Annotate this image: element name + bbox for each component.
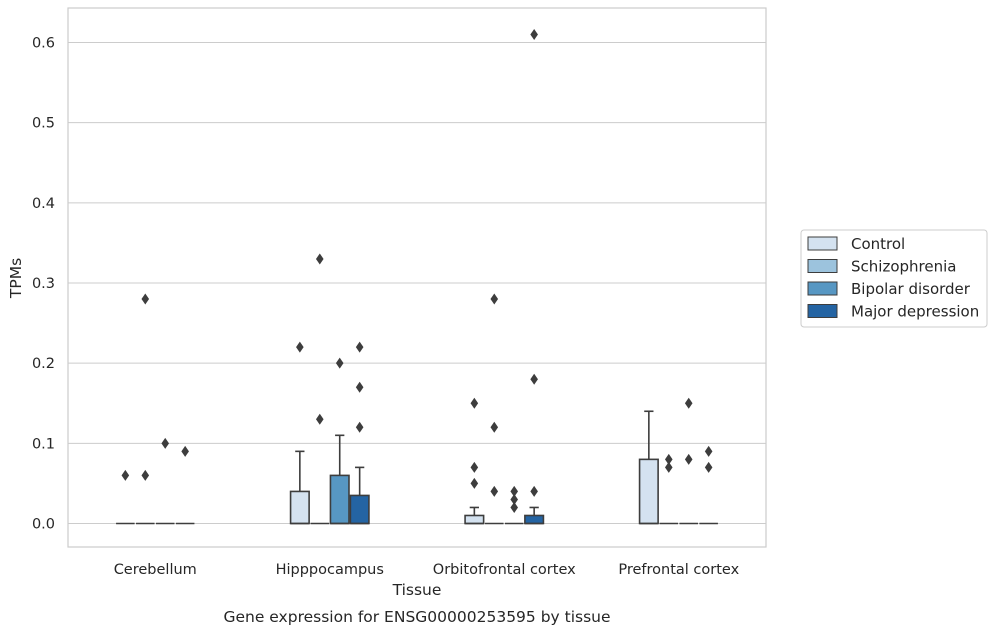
box-body <box>289 490 310 525</box>
box-body <box>464 514 485 525</box>
outlier-point <box>141 293 150 305</box>
y-tick-label: 0.2 <box>32 356 55 372</box>
box-body <box>638 458 659 525</box>
outlier-point <box>470 397 479 409</box>
legend-label: Control <box>851 235 905 253</box>
x-tick-label: Orbitofrontal cortex <box>433 562 576 578</box>
box-control <box>116 469 135 525</box>
outlier-point <box>490 421 499 433</box>
outlier-point <box>490 293 499 305</box>
legend-swatch <box>807 259 838 273</box>
outlier-point <box>335 357 344 369</box>
plot-frame <box>67 7 767 548</box>
x-axis-title: Tissue <box>392 581 442 599</box>
y-tick-label: 0.6 <box>32 36 55 52</box>
outlier-point <box>664 453 673 465</box>
outlier-point <box>510 493 519 505</box>
outlier-point <box>355 381 364 393</box>
box-body <box>329 474 350 525</box>
outlier-point <box>684 453 693 465</box>
y-tick-label: 0.4 <box>32 196 55 212</box>
outlier-point <box>161 437 170 449</box>
legend: Control Schizophrenia Bipolar disorder Majo… <box>800 229 988 328</box>
outlier-point <box>315 413 324 425</box>
outlier-point <box>181 445 189 457</box>
boxes <box>116 28 718 525</box>
outlier-point <box>470 477 479 489</box>
x-tick-labels: Cerebellum Hipppocampus Orbitofrontal cort… <box>114 562 740 578</box>
legend-label: Bipolar disorder <box>851 280 971 298</box>
box-control <box>289 341 310 525</box>
x-tick-label: Hipppocampus <box>276 562 384 578</box>
y-axis-title: TPMs <box>7 258 25 299</box>
box-major-depression <box>175 445 195 525</box>
x-tick-label: Cerebellum <box>114 562 197 578</box>
outlier-point <box>664 461 673 473</box>
outlier-point <box>470 461 479 473</box>
box-control <box>638 410 659 525</box>
y-tick-label: 0.1 <box>32 436 55 452</box>
box-body <box>524 514 545 525</box>
box-control <box>464 397 485 525</box>
outlier-point <box>530 485 538 497</box>
outlier-point <box>121 469 130 481</box>
box-schizophrenia <box>659 453 679 525</box>
outlier-point <box>530 373 538 385</box>
gridlines <box>68 42 766 524</box>
chart-caption: Gene expression for ENSG00000253595 by t… <box>223 608 610 626</box>
box-schizophrenia <box>136 293 155 525</box>
box-major-depression <box>524 28 545 525</box>
box-schizophrenia <box>310 253 330 525</box>
y-tick-label: 0.5 <box>32 116 55 132</box>
legend-swatch <box>807 281 838 296</box>
outlier-point <box>510 501 519 513</box>
legend-swatch <box>807 236 838 251</box>
legend-swatch <box>807 304 838 318</box>
outlier-point <box>315 253 324 265</box>
y-tick-labels: 0.0 0.1 0.2 0.3 0.4 0.5 0.6 <box>32 36 55 533</box>
outlier-point <box>530 28 538 40</box>
outlier-point <box>355 421 364 433</box>
box-body <box>349 494 370 525</box>
legend-frame <box>800 229 988 328</box>
y-tick-label: 0.0 <box>32 517 55 533</box>
outlier-point <box>510 485 519 497</box>
outlier-point <box>296 341 304 353</box>
outlier-point <box>355 341 364 353</box>
legend-label: Major depression <box>851 303 979 321</box>
box-bipolar-disorder <box>155 437 175 525</box>
y-tick-label: 0.3 <box>32 276 55 292</box>
box-major-depression <box>349 341 370 525</box>
box-bipolar-disorder <box>679 397 698 525</box>
outlier-point <box>490 485 499 497</box>
box-bipolar-disorder <box>504 485 524 525</box>
outlier-point <box>684 397 693 409</box>
box-major-depression <box>699 445 718 525</box>
box-schizophrenia <box>485 293 504 525</box>
outlier-point <box>141 469 150 481</box>
x-tick-label: Prefrontal cortex <box>618 562 739 578</box>
box-bipolar-disorder <box>329 357 350 525</box>
legend-label: Schizophrenia <box>851 258 956 276</box>
outlier-point <box>704 461 713 473</box>
outlier-point <box>704 445 713 457</box>
